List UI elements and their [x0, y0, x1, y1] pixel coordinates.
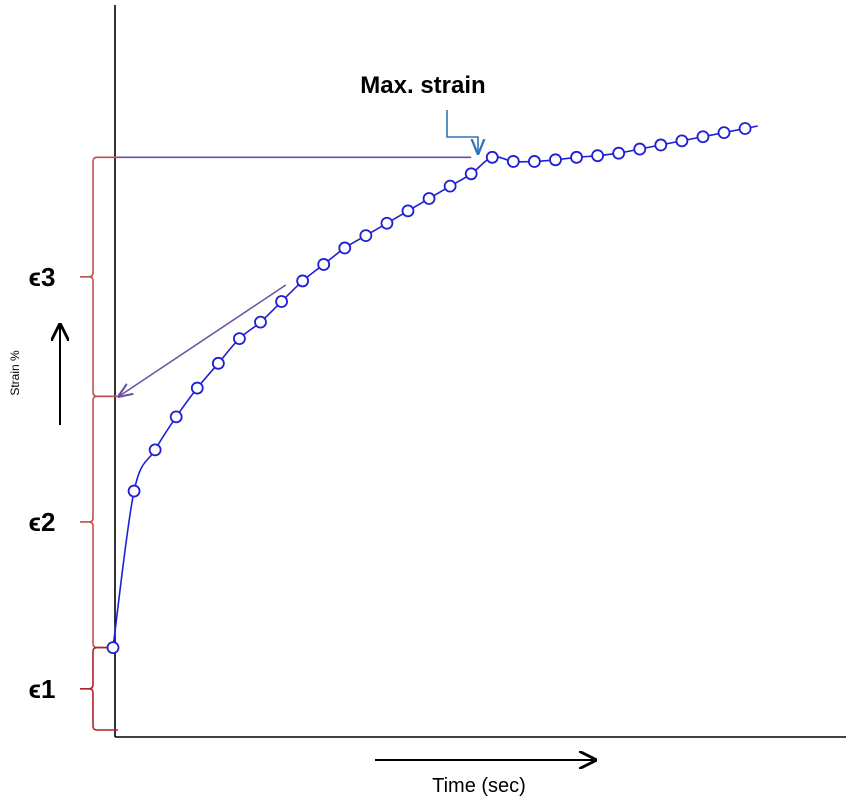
max-strain-label: Max. strain: [360, 72, 485, 99]
recovery-arrow: [119, 284, 287, 396]
data-point: [401, 204, 415, 218]
data-point: [591, 149, 605, 163]
data-point: [380, 216, 394, 230]
data-point: [528, 155, 541, 168]
data-point: [106, 641, 120, 654]
data-point: [190, 381, 204, 395]
data-point: [612, 146, 626, 160]
series-layer: [106, 122, 758, 654]
data-point: [211, 356, 225, 370]
data-point: [296, 274, 310, 288]
data-point: [464, 167, 478, 181]
data-point: [570, 150, 583, 164]
data-point: [359, 229, 373, 243]
brace-label-e1: ϵ1: [29, 674, 56, 704]
data-point: [675, 134, 689, 148]
data-point: [443, 179, 457, 193]
data-point: [317, 258, 331, 271]
series-line: [112, 125, 758, 648]
data-point: [148, 443, 162, 457]
max-strain-callout-arrow: [446, 110, 478, 153]
data-point: [127, 484, 141, 498]
brace-layer: ϵ3 ϵ2 ϵ1: [29, 156, 118, 731]
data-point: [254, 315, 267, 329]
data-point: [654, 138, 668, 152]
brace-e2: [80, 395, 118, 649]
data-point: [422, 192, 436, 205]
data-point: [738, 122, 752, 135]
y-axis-label: Strain %: [8, 350, 22, 396]
data-point: [696, 130, 710, 144]
data-point: [506, 155, 520, 168]
data-point: [549, 153, 562, 167]
data-point: [169, 410, 183, 424]
data-point: [338, 241, 352, 255]
brace-label-e3: ϵ3: [29, 262, 56, 292]
data-point: [717, 126, 731, 140]
annotation-layer: Max. strain: [360, 72, 486, 153]
data-point: [275, 295, 288, 308]
data-point: [233, 332, 246, 346]
brace-label-e2: ϵ2: [29, 507, 56, 537]
data-point: [485, 150, 499, 164]
brace-e3: [80, 156, 118, 398]
data-point: [633, 142, 647, 156]
guide-layer: [115, 156, 472, 396]
brace-e1: [80, 646, 118, 731]
x-axis-label: Time (sec): [432, 775, 526, 797]
